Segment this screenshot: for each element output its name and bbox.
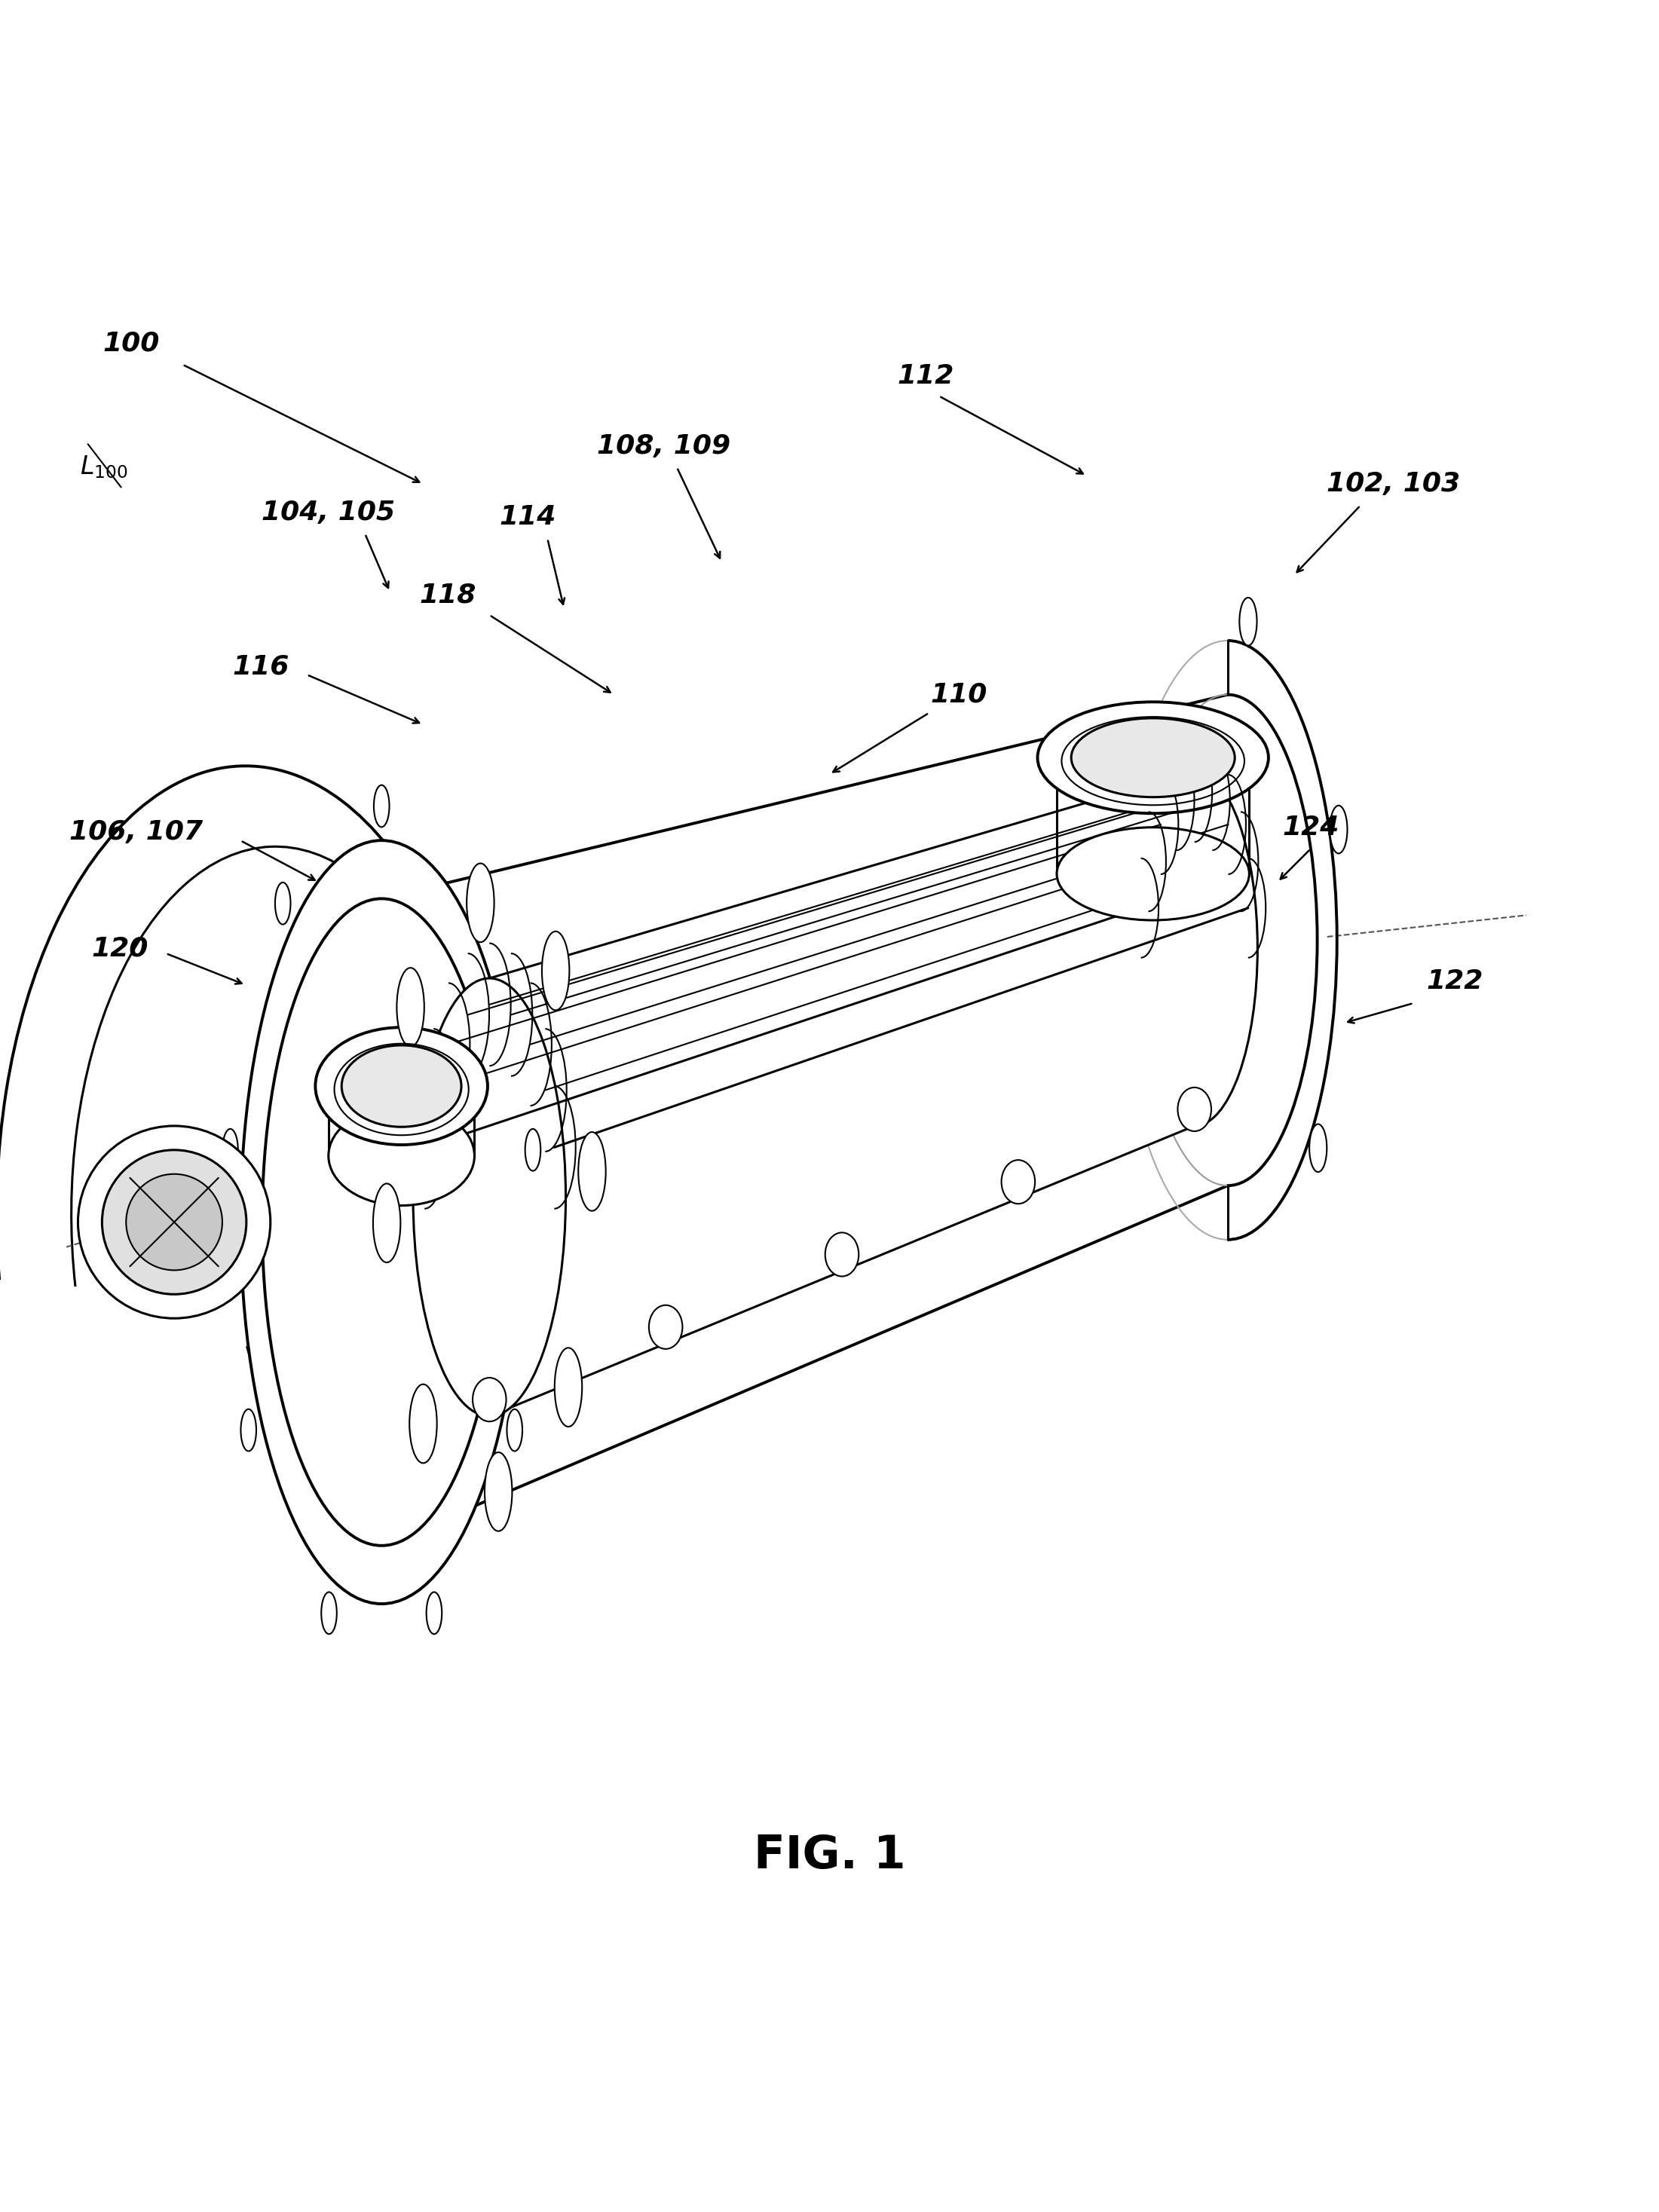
Ellipse shape — [426, 1593, 441, 1635]
Text: 112: 112 — [898, 363, 954, 389]
Ellipse shape — [1072, 719, 1234, 796]
Text: 116: 116 — [232, 653, 289, 679]
Ellipse shape — [342, 1046, 461, 1126]
Ellipse shape — [322, 1593, 337, 1635]
Text: $\mathit{L}_{100}$: $\mathit{L}_{100}$ — [80, 453, 128, 480]
Ellipse shape — [484, 1453, 513, 1531]
Ellipse shape — [126, 1175, 222, 1270]
Text: 122: 122 — [1427, 969, 1483, 995]
Ellipse shape — [1178, 1088, 1211, 1130]
Text: 120: 120 — [91, 936, 148, 962]
Ellipse shape — [328, 1106, 474, 1206]
Ellipse shape — [473, 883, 488, 925]
Text: 114: 114 — [499, 504, 556, 531]
Ellipse shape — [466, 863, 494, 942]
Ellipse shape — [508, 1409, 523, 1451]
Ellipse shape — [315, 1026, 488, 1146]
Text: 104, 105: 104, 105 — [262, 500, 395, 524]
Ellipse shape — [579, 1133, 606, 1210]
Polygon shape — [489, 772, 1258, 1416]
Ellipse shape — [241, 1409, 255, 1451]
Ellipse shape — [410, 1385, 436, 1462]
Ellipse shape — [241, 841, 523, 1604]
Text: 124: 124 — [1282, 814, 1339, 841]
Ellipse shape — [1239, 597, 1258, 646]
Ellipse shape — [1057, 827, 1249, 920]
Ellipse shape — [373, 1183, 400, 1263]
Ellipse shape — [554, 1347, 582, 1427]
Ellipse shape — [473, 1378, 506, 1422]
Ellipse shape — [275, 883, 290, 925]
Ellipse shape — [222, 1128, 237, 1170]
Ellipse shape — [101, 1150, 247, 1294]
Ellipse shape — [649, 1305, 682, 1349]
Text: 110: 110 — [931, 681, 987, 708]
Ellipse shape — [78, 1126, 270, 1318]
Ellipse shape — [373, 785, 390, 827]
Polygon shape — [382, 695, 1317, 1546]
Ellipse shape — [1002, 1159, 1035, 1203]
Text: FIG. 1: FIG. 1 — [753, 1834, 906, 1878]
Ellipse shape — [825, 1232, 859, 1276]
Ellipse shape — [397, 969, 425, 1046]
Text: 118: 118 — [420, 582, 476, 608]
Ellipse shape — [1309, 1124, 1327, 1172]
Ellipse shape — [262, 898, 501, 1546]
Ellipse shape — [1037, 701, 1269, 814]
Polygon shape — [0, 765, 494, 1329]
Text: 106, 107: 106, 107 — [70, 818, 202, 845]
Text: 108, 109: 108, 109 — [597, 434, 730, 458]
Ellipse shape — [542, 931, 569, 1011]
Ellipse shape — [413, 978, 566, 1416]
Ellipse shape — [526, 1128, 541, 1170]
Text: 100: 100 — [103, 330, 159, 356]
Ellipse shape — [1331, 805, 1347, 854]
Text: 102, 103: 102, 103 — [1327, 471, 1460, 498]
